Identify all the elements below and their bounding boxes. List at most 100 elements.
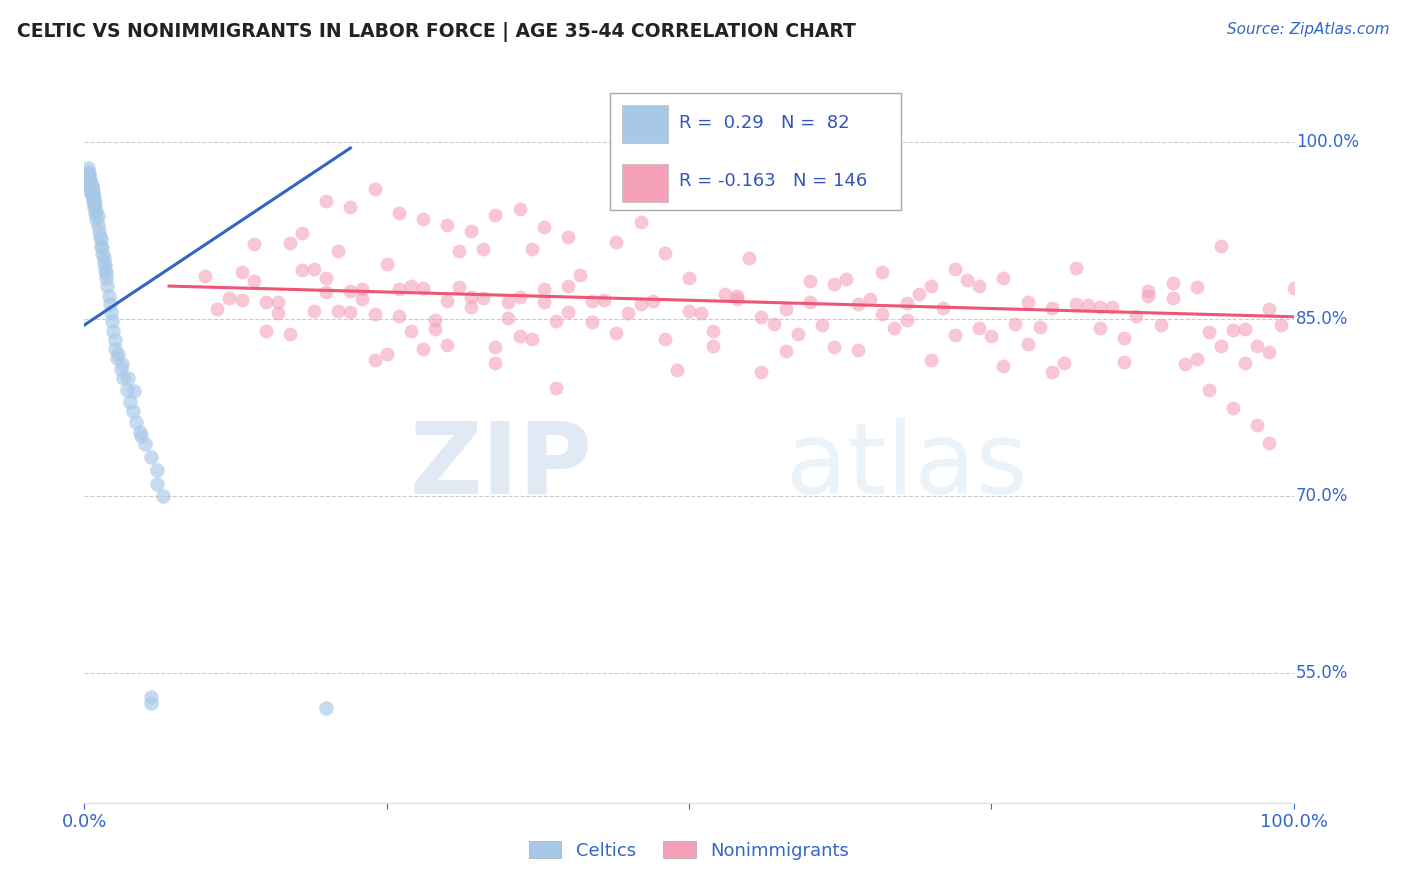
Point <box>1053 356 1076 370</box>
Point <box>388 309 411 323</box>
Point <box>83 200 105 214</box>
Point <box>605 235 627 249</box>
Point <box>388 206 411 220</box>
Point <box>1040 365 1063 379</box>
Text: 85.0%: 85.0% <box>1296 310 1348 328</box>
Point <box>484 340 506 354</box>
Point <box>1040 301 1063 315</box>
Point <box>436 218 458 232</box>
Point <box>799 294 821 309</box>
Point <box>751 310 773 325</box>
Point <box>533 282 555 296</box>
Point <box>363 353 385 368</box>
Point <box>1222 401 1244 415</box>
Point <box>1270 318 1292 333</box>
Point <box>96 279 118 293</box>
Point <box>1114 355 1136 369</box>
Point <box>80 181 103 195</box>
Point <box>254 295 277 310</box>
Point <box>125 415 148 429</box>
Point <box>460 290 482 304</box>
Point <box>544 314 567 328</box>
Point <box>120 394 142 409</box>
Point <box>82 191 104 205</box>
Point <box>121 404 143 418</box>
Point <box>77 173 100 187</box>
Point <box>82 188 104 202</box>
Point <box>399 279 422 293</box>
FancyBboxPatch shape <box>623 105 668 143</box>
Point <box>872 307 894 321</box>
Point <box>291 262 314 277</box>
Point <box>77 167 100 181</box>
Point <box>859 292 882 306</box>
Point <box>1004 317 1026 331</box>
Point <box>80 178 103 193</box>
Point <box>412 281 434 295</box>
Point <box>1088 300 1111 314</box>
Point <box>654 246 676 260</box>
Point <box>84 197 107 211</box>
Point <box>1234 356 1257 370</box>
Point <box>146 477 169 491</box>
Point <box>883 320 905 334</box>
Point <box>1246 418 1268 433</box>
Point <box>725 289 748 303</box>
Point <box>93 250 115 264</box>
Point <box>1101 300 1123 314</box>
Point <box>678 304 700 318</box>
Point <box>97 288 120 302</box>
Point <box>775 344 797 359</box>
Point <box>423 313 446 327</box>
Point <box>1198 383 1220 397</box>
Point <box>278 327 301 342</box>
Point <box>1149 318 1171 332</box>
Point <box>363 182 385 196</box>
Legend: Celtics, Nonimmigrants: Celtics, Nonimmigrants <box>522 834 856 867</box>
Point <box>896 313 918 327</box>
Point <box>1185 280 1208 294</box>
Point <box>811 318 834 332</box>
Point <box>94 270 117 285</box>
Point <box>751 365 773 379</box>
Point <box>79 177 101 191</box>
Point <box>412 343 434 357</box>
Point <box>702 325 724 339</box>
Point <box>77 168 100 182</box>
Point <box>980 328 1002 343</box>
Point <box>738 251 761 265</box>
Point <box>87 224 110 238</box>
Point <box>86 210 108 224</box>
Point <box>83 196 105 211</box>
Text: 100.0%: 100.0% <box>1296 133 1360 151</box>
Point <box>315 701 337 715</box>
Point <box>79 173 101 187</box>
Point <box>242 274 264 288</box>
Point <box>678 270 700 285</box>
Point <box>1137 289 1160 303</box>
Point <box>920 353 942 368</box>
Point <box>242 236 264 251</box>
Point <box>775 301 797 316</box>
Point <box>762 317 785 331</box>
Point <box>1209 339 1232 353</box>
Point <box>104 342 127 356</box>
Point <box>472 242 495 256</box>
Point <box>956 273 979 287</box>
Point <box>1209 239 1232 253</box>
Point <box>993 271 1015 285</box>
Point <box>117 371 139 385</box>
Point <box>315 270 337 285</box>
Point <box>94 266 117 280</box>
Point <box>328 304 350 318</box>
Point <box>231 293 253 307</box>
Point <box>967 320 990 334</box>
Point <box>302 304 325 318</box>
Point <box>665 363 688 377</box>
Point <box>823 277 845 292</box>
Point <box>77 170 100 185</box>
Point <box>509 328 531 343</box>
Point <box>194 269 217 284</box>
Point <box>641 293 664 308</box>
Point <box>82 186 104 200</box>
